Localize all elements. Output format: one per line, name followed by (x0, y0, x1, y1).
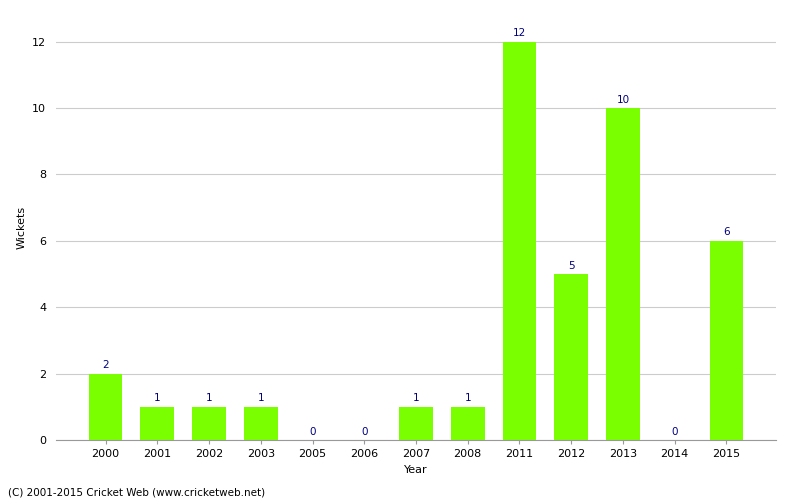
Text: 0: 0 (671, 426, 678, 436)
Text: 5: 5 (568, 260, 574, 270)
Text: 6: 6 (723, 228, 730, 237)
Bar (399, 407, 433, 440)
Bar (554, 274, 588, 440)
Text: 1: 1 (413, 394, 419, 404)
Bar (192, 407, 226, 440)
Text: 1: 1 (258, 394, 264, 404)
Text: 0: 0 (361, 426, 367, 436)
Text: 1: 1 (465, 394, 471, 404)
Bar (89, 374, 122, 440)
X-axis label: Year: Year (404, 464, 428, 474)
Text: 12: 12 (513, 28, 526, 38)
Text: 2: 2 (102, 360, 109, 370)
Bar (451, 407, 485, 440)
Text: 0: 0 (310, 426, 316, 436)
Bar (502, 42, 536, 440)
Text: (C) 2001-2015 Cricket Web (www.cricketweb.net): (C) 2001-2015 Cricket Web (www.cricketwe… (8, 488, 265, 498)
Bar (710, 241, 743, 440)
Text: 1: 1 (154, 394, 161, 404)
Text: 1: 1 (206, 394, 212, 404)
Bar (606, 108, 640, 440)
Bar (141, 407, 174, 440)
Text: 10: 10 (617, 94, 630, 104)
Bar (244, 407, 278, 440)
Y-axis label: Wickets: Wickets (17, 206, 26, 249)
